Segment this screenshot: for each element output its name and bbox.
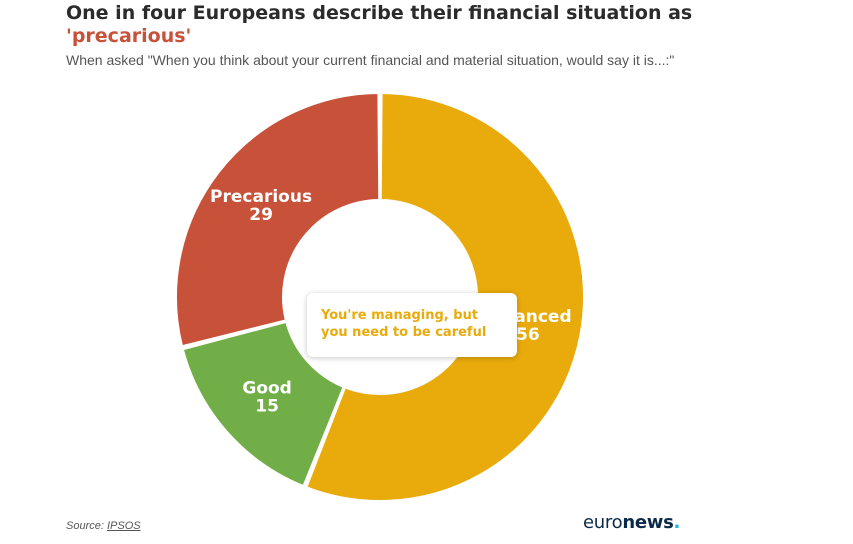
title-quote-open: ' xyxy=(66,25,72,47)
chart-tooltip: You're managing, but you need to be care… xyxy=(307,293,517,357)
slice-balanced[interactable] xyxy=(305,92,585,502)
logo-part-euro: euro xyxy=(583,512,623,533)
source-label: Source: xyxy=(66,520,104,532)
slice-label-name: Precarious xyxy=(210,187,312,207)
logo-dot: . xyxy=(673,512,681,533)
title-highlight: precarious xyxy=(71,25,186,47)
slice-label-value: 29 xyxy=(249,205,273,225)
chart-subtitle: When asked "When you think about your cu… xyxy=(66,52,675,68)
title-quote-close: ' xyxy=(185,25,192,47)
source-link[interactable]: IPSOS xyxy=(106,520,141,532)
slice-label-name: Good xyxy=(242,379,291,399)
slice-label-precarious: Precarious 29 xyxy=(210,187,312,225)
slice-label-value: 15 xyxy=(255,397,279,417)
logo-part-news: news xyxy=(622,512,674,533)
euronews-logo[interactable]: euronews. xyxy=(583,512,680,533)
title-prefix: One in four Europeans describe their fin… xyxy=(66,2,693,24)
slice-label-good: Good 15 xyxy=(242,379,291,417)
slice-good[interactable] xyxy=(181,320,345,488)
slice-precarious[interactable] xyxy=(175,92,381,348)
tooltip-text: You're managing, but you need to be care… xyxy=(321,308,487,340)
source-credit: Source: IPSOS xyxy=(66,520,141,532)
chart-title: One in four Europeans describe their fin… xyxy=(66,2,706,48)
slice-label-value: 56 xyxy=(516,325,540,345)
